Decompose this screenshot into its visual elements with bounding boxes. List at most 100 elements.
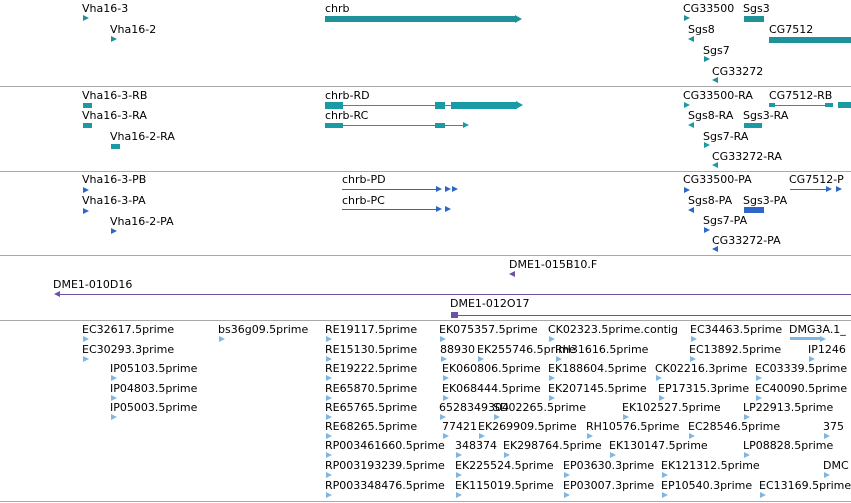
gene-bar[interactable]	[744, 16, 764, 22]
intron-line	[343, 105, 435, 106]
arrow-right-icon	[111, 228, 117, 234]
arrow-right-icon	[516, 101, 523, 109]
feature-label: RE15130.5prime	[325, 343, 418, 356]
feature-label: chrb-PD	[342, 173, 386, 186]
arrow-right-icon	[515, 15, 522, 23]
feature-label: EK298764.5prime	[503, 439, 602, 452]
feature-label: 6528349304	[439, 401, 509, 414]
arrow-right-icon	[478, 356, 484, 362]
feature-label: LP22913.5prime	[743, 401, 834, 414]
feature-bar[interactable]	[83, 103, 92, 108]
feature-label: EK225524.5prime	[455, 459, 554, 472]
feature-bar[interactable]	[769, 103, 775, 107]
arrow-right-icon	[704, 56, 710, 62]
feature-label: Sgs8-PA	[688, 194, 733, 207]
arrow-right-icon	[689, 433, 695, 439]
arrow-right-icon	[504, 452, 510, 458]
arrow-right-icon	[824, 472, 830, 478]
feature-bar[interactable]	[838, 102, 851, 108]
track-proteins: Vha16-3-PB Vha16-3-PA Vha16-2-PA chrb-PD chr…	[0, 172, 851, 255]
feature-label: 77421	[442, 420, 477, 433]
feature-label: DME1-015B10.F	[509, 258, 598, 271]
arrow-left-icon	[712, 162, 718, 168]
arrow-right-icon	[587, 433, 593, 439]
arrow-right-icon	[452, 186, 458, 192]
arrow-right-icon	[326, 395, 332, 401]
arrow-right-icon	[662, 492, 668, 498]
feature-label: Vha16-2-RA	[110, 130, 175, 143]
feature-label: EC13892.5prime	[689, 343, 782, 356]
feature-label: EK115019.5prime	[455, 479, 554, 492]
feature-label: DMC	[823, 459, 849, 472]
intron-line	[445, 105, 451, 106]
feature-label: CG7512	[769, 23, 814, 36]
feature-label: RE19222.5prime	[325, 362, 418, 375]
est-bar[interactable]	[790, 337, 820, 340]
arrow-right-icon	[824, 433, 830, 439]
feature-label: EK269909.5prime	[478, 420, 577, 433]
feature-label: Vha16-3	[82, 2, 129, 15]
arrow-right-icon	[441, 356, 447, 362]
arrow-right-icon	[443, 375, 449, 381]
feature-label: EC40090.5prime	[755, 382, 848, 395]
feature-label: Sgs8-RA	[688, 109, 734, 122]
intron-line	[342, 209, 436, 210]
arrow-right-icon	[549, 375, 555, 381]
feature-bar[interactable]	[325, 123, 343, 128]
feature-bar[interactable]	[451, 312, 458, 318]
arrow-right-icon	[456, 472, 462, 478]
feature-label: RP003193239.5prime	[325, 459, 445, 472]
feature-bar[interactable]	[825, 103, 833, 107]
arrow-right-icon	[556, 356, 562, 362]
feature-label: EK068444.5prime	[442, 382, 541, 395]
feature-label: DME1-012O17	[450, 297, 530, 310]
arrow-right-icon	[744, 414, 750, 420]
feature-bar[interactable]	[744, 123, 762, 128]
feature-bar[interactable]	[435, 123, 445, 128]
feature-label: chrb-PC	[342, 194, 385, 207]
arrow-right-icon	[83, 356, 89, 362]
feature-label: chrb	[325, 2, 350, 15]
feature-label: Sgs7-RA	[703, 130, 749, 143]
intron-line	[775, 105, 825, 106]
feature-bar[interactable]	[83, 123, 92, 128]
feature-label: CG33272	[712, 65, 764, 78]
arrow-right-icon	[659, 395, 665, 401]
protein-bar[interactable]	[744, 207, 764, 213]
arrow-right-icon	[564, 492, 570, 498]
feature-label: Sgs7	[703, 44, 730, 57]
feature-label: IP05003.5prime	[110, 401, 198, 414]
arrow-right-icon	[826, 186, 832, 192]
feature-label: Vha16-2	[110, 23, 157, 36]
arrow-right-icon	[326, 375, 332, 381]
arrow-right-icon	[704, 227, 710, 233]
arrow-right-icon	[83, 15, 89, 21]
feature-label: EC30293.3prime	[82, 343, 175, 356]
feature-label: CK02323.5prime.contig	[548, 323, 679, 336]
gene-bar[interactable]	[325, 16, 517, 22]
feature-label: IP05103.5prime	[110, 362, 198, 375]
feature-label: EC32617.5prime	[82, 323, 175, 336]
feature-bar[interactable]	[325, 102, 343, 109]
feature-bar[interactable]	[451, 102, 517, 109]
arrow-right-icon	[440, 414, 446, 420]
track-separator	[0, 86, 851, 87]
feature-bar[interactable]	[111, 144, 120, 149]
arrow-right-icon	[691, 336, 697, 342]
feature-label: CG33500-RA	[683, 89, 753, 102]
feature-label: Sgs3-PA	[743, 194, 788, 207]
arrow-right-icon	[744, 452, 750, 458]
feature-label: Vha16-3-RB	[82, 89, 148, 102]
intron-line	[458, 315, 851, 316]
arrow-right-icon	[456, 452, 462, 458]
arrow-right-icon	[440, 336, 446, 342]
arrow-left-icon	[688, 36, 694, 42]
arrow-right-icon	[756, 395, 762, 401]
feature-label: RE65870.5prime	[325, 382, 418, 395]
gene-bar[interactable]	[769, 37, 851, 43]
arrow-right-icon	[756, 375, 762, 381]
track-separator	[0, 320, 851, 321]
feature-bar[interactable]	[435, 102, 445, 109]
track-separator	[0, 255, 851, 256]
feature-label: CG7512-P	[789, 173, 844, 186]
